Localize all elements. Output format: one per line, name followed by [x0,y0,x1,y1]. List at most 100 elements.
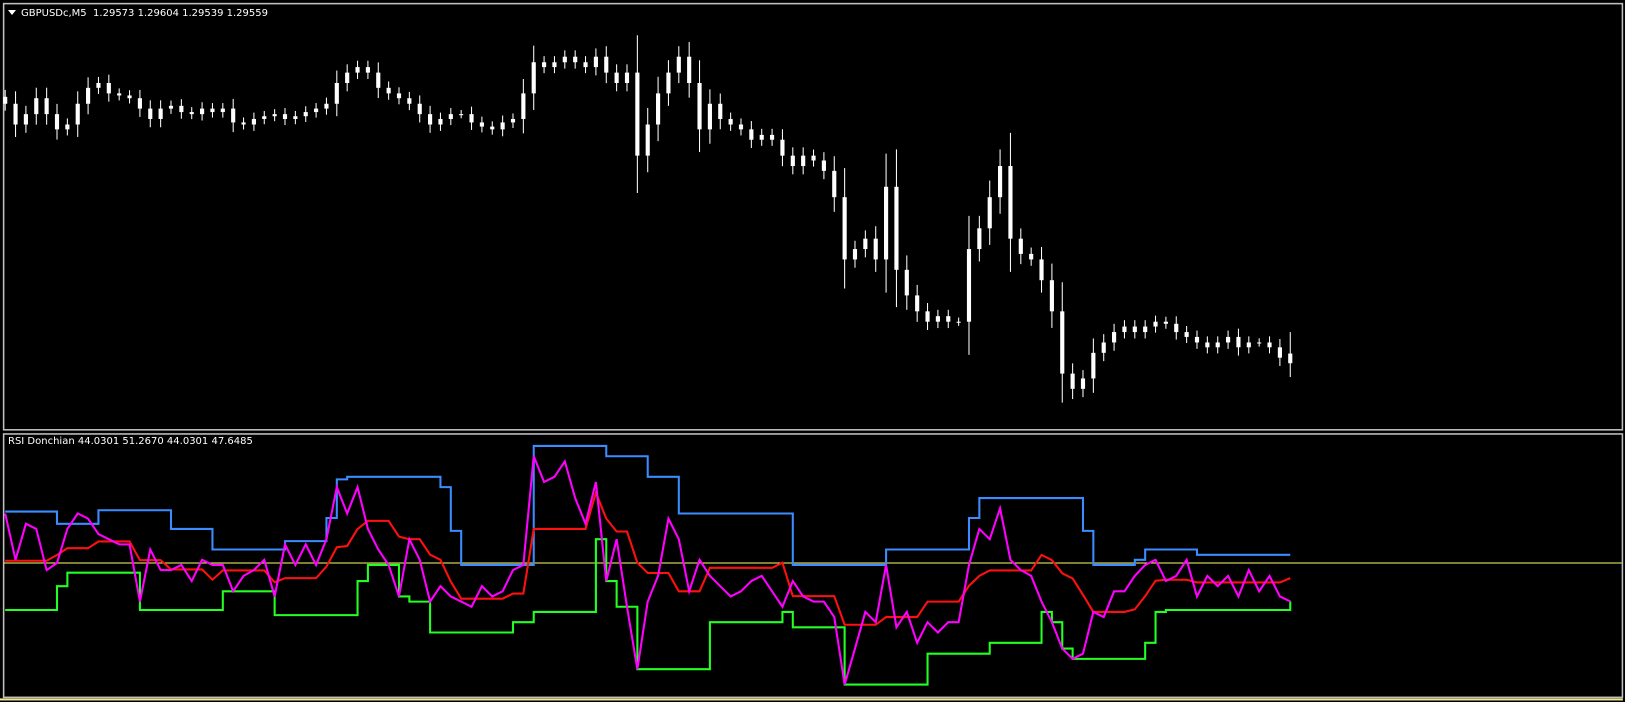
candle-body [1194,336,1200,343]
candle [1205,336,1210,354]
candle-body [23,114,28,125]
candle [148,100,153,128]
candle-body [54,114,60,130]
candle [1277,339,1282,366]
candle [1215,336,1220,354]
candle-body [552,62,557,68]
candle-body [1153,321,1158,327]
candle [645,107,650,173]
candle-body [500,122,505,130]
candle-body [604,56,609,73]
candle-body [1174,323,1179,333]
candle [573,50,578,69]
candle-body [624,72,630,84]
candle [562,50,567,69]
candle [873,226,878,272]
candle [832,156,837,212]
candle [521,78,526,134]
candle-body [345,72,350,84]
candle [728,112,733,131]
candle [1018,228,1023,265]
candle [428,105,433,133]
candle-body [448,114,453,119]
candle [386,81,391,100]
candle-body [179,105,184,113]
candle [293,110,298,125]
candle-body [1205,342,1210,348]
candle [179,99,184,119]
candle-body [977,228,982,250]
candle [1288,332,1293,378]
candle [1267,336,1272,354]
candle-body [873,238,878,260]
symbol-label: GBPUSDc,M5 [21,8,87,19]
candle [759,128,764,146]
candle-body [645,124,650,156]
candle-body [407,98,412,104]
candle-body [438,118,443,125]
candle [241,117,246,130]
candle-body [34,98,39,115]
candle [790,147,795,175]
candle-body [1277,347,1282,358]
indicator-header: RSI Donchian 44.0301 51.2670 44.0301 47.… [8,436,253,447]
candle-body [148,108,153,119]
candle [65,118,70,136]
candle-body [1246,342,1251,348]
candle [282,108,288,126]
candle-body [1288,353,1293,364]
candle-body [386,87,391,94]
candle [303,106,308,123]
candle-body [158,108,163,119]
candle [1060,282,1065,403]
candle-body [168,105,174,109]
donchian-lower-line [5,538,1292,686]
candle [13,91,18,137]
candle-body [96,83,101,88]
triangle-down-icon[interactable] [8,10,16,15]
candle-body [189,112,194,115]
candle-body [635,72,640,156]
candle-body [521,93,526,119]
candle [676,46,681,84]
candle [1049,263,1054,328]
candle [54,103,60,140]
candle-body [1215,342,1220,348]
candle [1153,315,1158,333]
candle-body [946,316,951,322]
candle-body [790,155,795,167]
candle [946,309,951,329]
candle-body [272,114,277,117]
candle [376,62,381,99]
candle-body [490,126,495,130]
candle [1039,246,1044,293]
candle [137,89,142,117]
indicator-panel-frame [2,433,1624,699]
candle-body [417,103,422,115]
candle [666,60,671,106]
candle-body [935,316,940,322]
candle [168,100,174,114]
candle-body [127,95,132,99]
candle-body [666,72,671,94]
candle [1080,370,1086,398]
candle [127,90,132,104]
candle [624,64,630,92]
candle [987,180,992,245]
candle [117,88,122,101]
candle-body [303,112,308,117]
candle-body [1049,280,1054,312]
candle [977,215,982,262]
indicator-group [4,444,1622,686]
candle [1101,334,1106,362]
candle [852,240,858,268]
candle-body [210,108,215,113]
candle [687,42,692,98]
candle [1184,325,1189,344]
candle-body [459,114,464,116]
candle [86,77,91,115]
donchian-upper-line [5,444,1291,566]
candle-body [531,62,536,94]
candle-body [1122,326,1127,333]
